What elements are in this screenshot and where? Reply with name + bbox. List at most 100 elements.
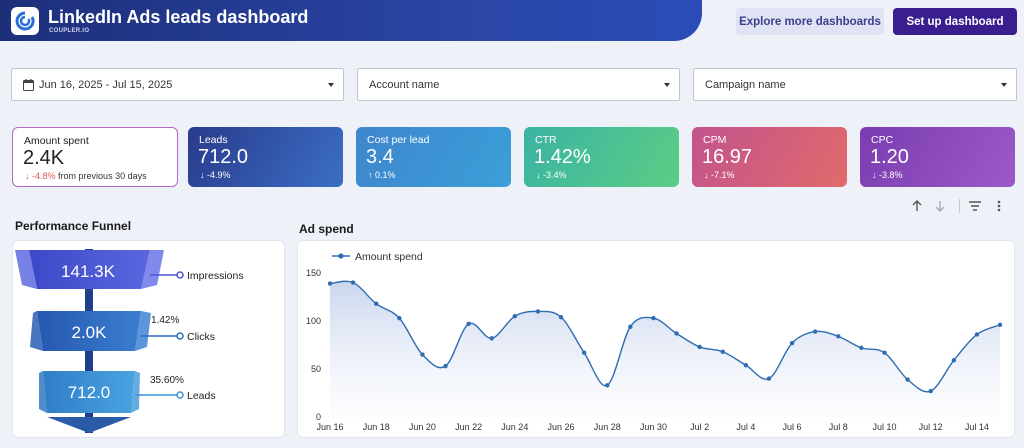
- funnel-chart: 141.3K 2.0K 712.0 Impressions Clicks Lea…: [15, 249, 244, 433]
- data-point[interactable]: [628, 324, 633, 329]
- x-tick-label: Jun 30: [640, 422, 667, 432]
- data-point[interactable]: [697, 344, 702, 350]
- y-tick-label: 100: [306, 316, 321, 326]
- funnel-tip: [47, 417, 131, 433]
- kpi-change-suffix: from previous 30 days: [58, 171, 147, 181]
- data-point[interactable]: [951, 358, 956, 363]
- arrow-up-icon: ↑: [368, 170, 373, 180]
- data-point[interactable]: [859, 345, 864, 351]
- x-tick-label: Jul 12: [919, 422, 943, 432]
- x-axis: Jun 16 Jun 18 Jun 20 Jun 22 Jun 24 Jun 26 Jun …: [316, 422, 988, 432]
- data-point[interactable]: [512, 314, 518, 319]
- data-point[interactable]: [928, 388, 933, 394]
- kpi-cpc[interactable]: CPC 1.20 ↓ -3.8%: [860, 127, 1015, 187]
- kpi-cost-per-lead[interactable]: Cost per lead 3.4 ↑ 0.1%: [356, 127, 511, 187]
- account-name-select[interactable]: Account name: [357, 68, 680, 101]
- data-point[interactable]: [558, 314, 564, 320]
- y-tick-label: 150: [306, 268, 321, 278]
- kpi-cpm[interactable]: CPM 16.97 ↓ -7.1%: [692, 127, 847, 187]
- kpi-value: 3.4: [366, 146, 394, 168]
- kpi-change: ↓ -3.8%: [872, 170, 903, 180]
- data-point[interactable]: [466, 321, 471, 327]
- kpi-change-value: -3.4%: [543, 170, 567, 180]
- data-point[interactable]: [743, 362, 749, 368]
- more-vert-icon[interactable]: [992, 199, 1006, 213]
- funnel-value-clicks: 2.0K: [72, 323, 108, 342]
- toolbar-divider: [959, 199, 960, 213]
- data-point[interactable]: [882, 350, 887, 355]
- chart-legend[interactable]: Amount spend: [332, 251, 423, 263]
- data-point[interactable]: [766, 376, 772, 381]
- data-points: [327, 280, 1003, 394]
- chevron-down-icon: [1001, 83, 1007, 87]
- kpi-change: ↓ -3.4%: [536, 170, 567, 180]
- data-point[interactable]: [812, 329, 818, 334]
- filter-icon[interactable]: [968, 199, 982, 213]
- page-title: LinkedIn Ads leads dashboard: [48, 7, 309, 27]
- funnel-stage-clicks[interactable]: [37, 311, 141, 351]
- kpi-change-value: 0.1%: [375, 170, 396, 180]
- arrow-up-icon[interactable]: [910, 199, 924, 213]
- data-point[interactable]: [535, 309, 541, 314]
- calendar-icon: [23, 79, 34, 91]
- kpi-value: 16.97: [702, 146, 753, 168]
- chevron-down-icon: [664, 83, 670, 87]
- data-point[interactable]: [374, 301, 379, 306]
- data-point[interactable]: [605, 383, 610, 388]
- x-tick-label: Jun 16: [316, 422, 343, 432]
- kpi-value: 712.0: [198, 146, 249, 168]
- arrow-down-icon: ↓: [872, 170, 877, 180]
- kpi-label: Cost per lead: [367, 134, 430, 146]
- funnel-rate-clicks: 1.42%: [151, 315, 179, 326]
- funnel-stage-fold: [39, 371, 47, 413]
- data-point[interactable]: [974, 332, 980, 337]
- funnel-stage-leads[interactable]: [43, 371, 135, 413]
- date-range-value: Jun 16, 2025 - Jul 15, 2025: [39, 79, 173, 91]
- setup-dashboard-button[interactable]: Set up dashboard: [893, 8, 1017, 35]
- funnel-stage-fold: [141, 250, 164, 289]
- funnel-label-impressions: Impressions: [187, 270, 244, 282]
- chevron-down-icon: [328, 83, 334, 87]
- data-point[interactable]: [905, 377, 910, 382]
- explore-dashboards-button[interactable]: Explore more dashboards: [736, 8, 884, 35]
- arrow-down-icon: ↓: [200, 170, 205, 180]
- funnel-label-clicks: Clicks: [187, 331, 215, 343]
- campaign-name-select[interactable]: Campaign name: [693, 68, 1017, 101]
- data-point[interactable]: [420, 352, 425, 357]
- area-fill: [330, 281, 1000, 417]
- data-point[interactable]: [397, 315, 402, 321]
- chart-title: Ad spend: [299, 222, 354, 236]
- legend-marker: [338, 253, 344, 259]
- funnel-label-leads: Leads: [187, 390, 216, 402]
- x-tick-label: Jul 6: [783, 422, 802, 432]
- funnel-connector-dot: [176, 271, 184, 279]
- data-point[interactable]: [489, 336, 494, 341]
- data-point[interactable]: [720, 349, 725, 354]
- x-tick-label: Jun 24: [501, 422, 528, 432]
- data-point[interactable]: [443, 363, 448, 369]
- account-name-placeholder: Account name: [369, 79, 440, 91]
- data-point[interactable]: [674, 331, 679, 336]
- funnel-stage-impressions[interactable]: [29, 250, 150, 289]
- data-point[interactable]: [836, 334, 841, 339]
- data-point[interactable]: [327, 281, 333, 286]
- arrow-down-icon[interactable]: [933, 199, 947, 213]
- kpi-ctr[interactable]: CTR 1.42% ↓ -3.4%: [524, 127, 679, 187]
- data-point[interactable]: [350, 280, 356, 285]
- legend-label: Amount spend: [355, 251, 423, 263]
- funnel-stage-fold: [30, 311, 43, 351]
- kpi-amount-spent[interactable]: Amount spent 2.4K ↓ -4.8% from previous …: [12, 127, 178, 187]
- coupler-logo-icon: [15, 11, 35, 31]
- date-range-picker[interactable]: Jun 16, 2025 - Jul 15, 2025: [11, 68, 344, 101]
- brand-label: COUPLER.IO: [49, 28, 90, 34]
- funnel-value-impressions: 141.3K: [61, 262, 116, 281]
- kpi-change-value: -7.1%: [711, 170, 735, 180]
- data-point[interactable]: [997, 322, 1003, 328]
- campaign-name-placeholder: Campaign name: [705, 79, 786, 91]
- kpi-change-value: -4.8%: [32, 171, 56, 181]
- data-point[interactable]: [651, 315, 656, 321]
- kpi-leads[interactable]: Leads 712.0 ↓ -4.9%: [188, 127, 343, 187]
- data-point[interactable]: [789, 340, 795, 346]
- x-tick-label: Jul 8: [829, 422, 848, 432]
- data-point[interactable]: [581, 350, 587, 355]
